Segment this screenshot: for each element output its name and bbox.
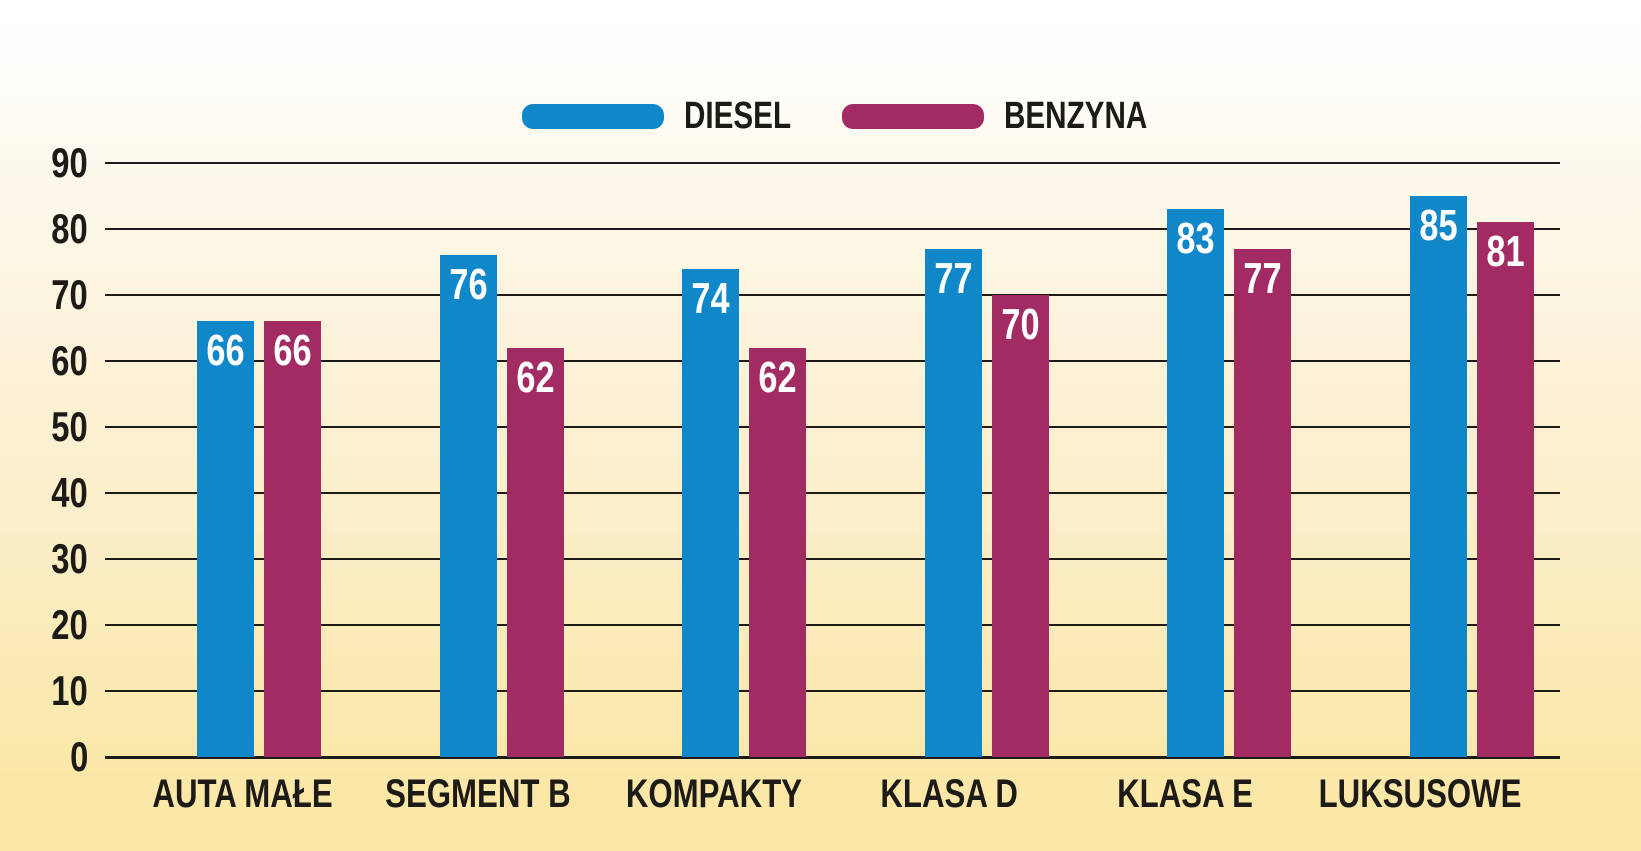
gridline-40 <box>105 492 1560 494</box>
y-axis-tick-70: 70 <box>51 271 88 318</box>
value-label-benzyna-0: 66 <box>273 326 312 376</box>
y-axis-tick-50: 50 <box>51 403 88 450</box>
legend-label-benzyna-text: BENZYNA <box>1004 95 1148 137</box>
legend-item-benzyna: BENZYNA <box>842 94 1188 138</box>
value-label-diesel-5: 85 <box>1419 201 1458 250</box>
x-axis-label-4: KLASA E <box>1116 772 1253 816</box>
y-axis-tick-10: 10 <box>51 667 88 714</box>
gridline-90 <box>105 162 1560 164</box>
bar-diesel-3 <box>924 248 982 757</box>
gridline-0 <box>105 755 1560 759</box>
gridline-20 <box>105 624 1560 626</box>
legend-swatch-diesel <box>522 103 664 129</box>
bar-diesel-2 <box>682 268 740 757</box>
y-axis-tick-20: 20 <box>51 601 88 648</box>
legend-label-benzyna: BENZYNA <box>1004 94 1188 138</box>
gridline-10 <box>105 690 1560 692</box>
y-axis-tick-40: 40 <box>51 469 88 516</box>
bar-diesel-0 <box>197 321 254 757</box>
legend-label-diesel: DIESEL <box>684 94 821 138</box>
legend-label-diesel-text: DIESEL <box>684 95 792 137</box>
value-label-diesel-2: 74 <box>691 273 730 323</box>
value-label-diesel-3: 77 <box>934 253 973 303</box>
value-label-diesel-1: 76 <box>448 260 488 310</box>
x-axis-label-2: KOMPAKTY <box>625 772 802 816</box>
x-axis-label-5: LUKSUSOWE <box>1318 772 1522 816</box>
y-axis-tick-90: 90 <box>51 139 88 186</box>
bar-diesel-5 <box>1410 196 1467 757</box>
y-axis-tick-30: 30 <box>51 535 88 582</box>
gridline-30 <box>105 558 1560 560</box>
value-label-diesel-4: 83 <box>1176 214 1215 264</box>
gridline-80 <box>105 228 1560 230</box>
legend-item-diesel: DIESEL <box>522 94 821 138</box>
bar-benzyna-5 <box>1477 222 1534 757</box>
y-axis-tick-60: 60 <box>51 337 88 384</box>
x-axis-label-0: AUTA MAŁE <box>152 772 334 816</box>
bar-benzyna-3 <box>991 295 1049 757</box>
legend-swatch-benzyna <box>842 103 984 129</box>
bar-diesel-1 <box>439 255 497 757</box>
bar-benzyna-0 <box>264 321 321 757</box>
value-label-diesel-0: 66 <box>206 326 245 376</box>
value-label-benzyna-2: 62 <box>758 352 797 402</box>
gridline-50 <box>105 426 1560 428</box>
value-label-benzyna-1: 62 <box>515 352 555 402</box>
bar-diesel-4 <box>1167 209 1225 757</box>
value-label-benzyna-5: 81 <box>1486 227 1525 277</box>
gridline-70 <box>105 294 1560 296</box>
bar-benzyna-1 <box>506 347 564 757</box>
x-axis-label-3: KLASA D <box>880 772 1018 816</box>
value-label-benzyna-3: 70 <box>1001 300 1040 349</box>
gridline-60 <box>105 360 1560 362</box>
value-label-benzyna-4: 77 <box>1243 253 1282 303</box>
x-axis-label-1: SEGMENT B <box>385 772 572 816</box>
y-axis-tick-80: 80 <box>51 205 88 252</box>
bar-benzyna-4 <box>1234 248 1292 757</box>
bar-benzyna-2 <box>749 347 807 757</box>
y-axis-tick-0: 0 <box>69 733 88 780</box>
